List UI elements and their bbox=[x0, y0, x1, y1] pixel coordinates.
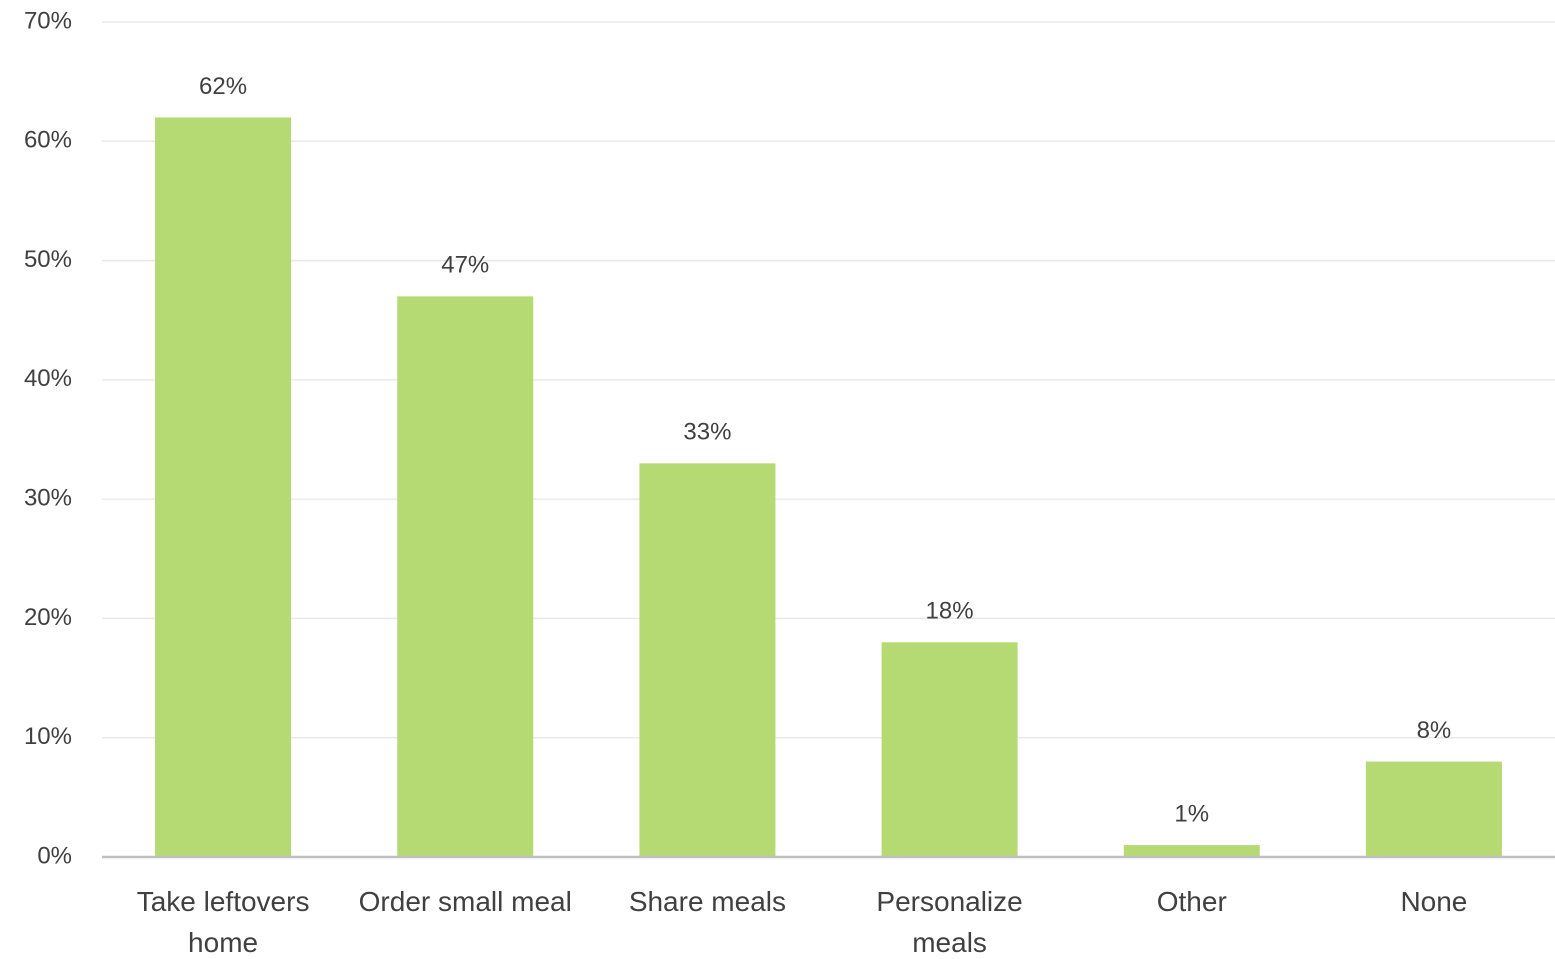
x-tick-label: None bbox=[1400, 886, 1468, 917]
x-tick-label: Personalize meals bbox=[876, 886, 1023, 958]
y-tick-label: 60% bbox=[24, 127, 72, 154]
y-tick-label: 10% bbox=[24, 723, 72, 750]
y-tick-label: 30% bbox=[24, 484, 72, 511]
value-label: 62% bbox=[199, 73, 247, 100]
value-label: 18% bbox=[926, 598, 974, 625]
bar bbox=[881, 642, 1018, 857]
x-tick-label: Share meals bbox=[628, 886, 786, 917]
bar bbox=[397, 296, 534, 857]
y-tick-label: 70% bbox=[24, 7, 72, 34]
y-tick-label: 50% bbox=[24, 246, 72, 273]
bar bbox=[1123, 845, 1260, 857]
y-tick-label: 20% bbox=[24, 604, 72, 631]
bar bbox=[1365, 761, 1502, 857]
y-tick-label: 40% bbox=[24, 365, 72, 392]
x-tick-label: Other bbox=[1156, 886, 1227, 917]
value-label: 47% bbox=[441, 252, 489, 279]
bar bbox=[639, 463, 776, 857]
value-label: 1% bbox=[1174, 800, 1209, 827]
x-tick-label: Take leftovers home bbox=[136, 886, 310, 958]
x-tick-label: Order small meal bbox=[358, 886, 572, 917]
value-label: 33% bbox=[683, 419, 731, 446]
bar bbox=[155, 117, 292, 857]
y-tick-label: 0% bbox=[37, 842, 72, 869]
value-label: 8% bbox=[1417, 717, 1452, 744]
